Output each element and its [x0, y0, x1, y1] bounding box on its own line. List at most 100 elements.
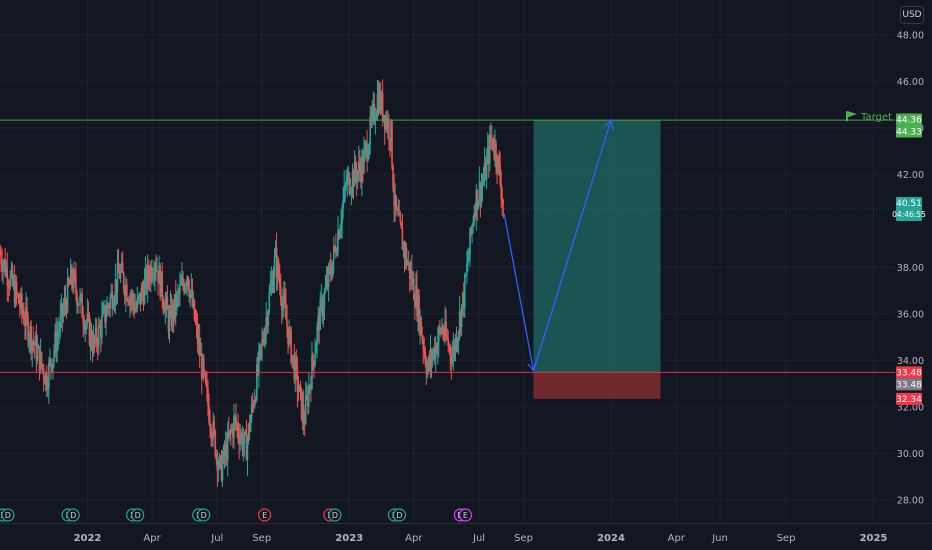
time-tick-label: 2023: [335, 533, 363, 544]
candle-body: [304, 396, 307, 424]
candle-body: [118, 273, 121, 279]
candle-body: [21, 293, 23, 311]
price-axis[interactable]: 48.0046.0044.0042.0038.0036.0034.0032.00…: [897, 30, 924, 506]
candle-body: [219, 456, 222, 458]
candle-body: [321, 298, 324, 316]
candle-body: [226, 431, 229, 461]
candle-body: [441, 327, 443, 333]
candle-body: [15, 282, 18, 294]
candle-body: [269, 286, 272, 293]
candle-body: [220, 456, 223, 481]
candle-body: [492, 138, 494, 149]
candle-body: [66, 278, 69, 312]
candle-body: [438, 327, 440, 342]
candle-body: [155, 265, 157, 271]
candle-body: [467, 261, 469, 265]
candle-body: [119, 269, 122, 279]
candle-body: [390, 121, 392, 143]
candle-body: [257, 364, 259, 373]
candle-body: [11, 268, 14, 285]
candle-body: [270, 279, 273, 287]
candle-body: [416, 286, 418, 317]
candle-body: [447, 338, 449, 347]
time-tick-label: 2025: [860, 533, 888, 544]
candle-body: [247, 424, 250, 440]
candle-body: [101, 315, 103, 338]
candle-body: [322, 307, 325, 316]
candle-body: [149, 266, 152, 283]
candle-body: [300, 387, 303, 419]
candle-body: [365, 143, 367, 147]
candle-body: [239, 437, 242, 445]
candle-body: [164, 303, 167, 313]
candle-body: [345, 185, 348, 187]
candle-body: [495, 142, 497, 162]
candle-body: [432, 348, 435, 355]
candle-body: [24, 323, 26, 326]
candle-body: [41, 365, 44, 369]
candle-body: [19, 293, 22, 308]
candle-body: [479, 182, 482, 202]
dividend-icon: [197, 508, 211, 522]
candle-body: [476, 189, 479, 210]
candle-body: [235, 416, 237, 425]
time-tick-label: Apr: [668, 533, 686, 544]
time-tick-label: Jul: [472, 533, 485, 544]
candle-body: [299, 384, 302, 388]
candle-body: [356, 171, 359, 182]
candle-body: [454, 337, 457, 353]
candle-body: [471, 225, 473, 234]
event-letter: D: [135, 511, 141, 520]
candle-body: [224, 444, 227, 456]
projection-arrows: [503, 118, 614, 373]
candle-body: [48, 362, 50, 389]
dividend-icon: [392, 508, 407, 522]
candle-body: [338, 231, 340, 239]
candle-body: [361, 157, 363, 182]
candle-body: [218, 456, 221, 467]
candle-body: [74, 270, 76, 277]
price-label-4: 33.48: [896, 368, 922, 378]
candle-body: [1, 263, 3, 272]
candle-body: [472, 222, 474, 226]
candle-body: [123, 288, 126, 297]
candle-body: [297, 391, 300, 393]
candle-body: [255, 399, 257, 401]
candle-body: [278, 278, 281, 286]
candle-body: [201, 358, 204, 379]
candle-body: [360, 169, 362, 182]
candle-body: [90, 328, 93, 346]
candle-body: [273, 256, 276, 278]
currency-button[interactable]: USD: [900, 6, 924, 24]
candle-body: [315, 345, 317, 354]
candle-body: [200, 353, 203, 379]
candle-body: [349, 192, 352, 194]
time-tick-label: Jun: [711, 533, 728, 544]
candle-body: [217, 466, 220, 472]
candle-body: [27, 317, 29, 342]
time-tick-label: 2022: [74, 533, 102, 544]
dividend-icon: [131, 508, 145, 522]
candle-body: [346, 176, 349, 186]
candle-body: [433, 348, 436, 359]
candle-body: [231, 427, 233, 432]
candle-body: [39, 352, 42, 372]
candle-body: [166, 296, 169, 310]
candle-body: [422, 339, 425, 350]
candle-body: [296, 365, 299, 392]
candle-body: [152, 275, 154, 279]
candle-body: [12, 280, 15, 285]
candle-body: [209, 422, 211, 428]
candle-body: [95, 327, 98, 344]
candle-body: [130, 297, 132, 299]
candle-body: [87, 313, 90, 316]
target-flag-icon: [848, 111, 857, 118]
candle-body: [59, 314, 62, 330]
candle-body: [34, 335, 37, 346]
candle-body: [319, 299, 322, 330]
time-axis[interactable]: 2022 Apr Jul Sep 2023 Apr Jul Sep 2024 Apr Jun Sep 2…: [0, 523, 932, 545]
candle-body: [114, 279, 117, 300]
candle-body: [490, 134, 492, 139]
candle-body: [444, 321, 446, 337]
